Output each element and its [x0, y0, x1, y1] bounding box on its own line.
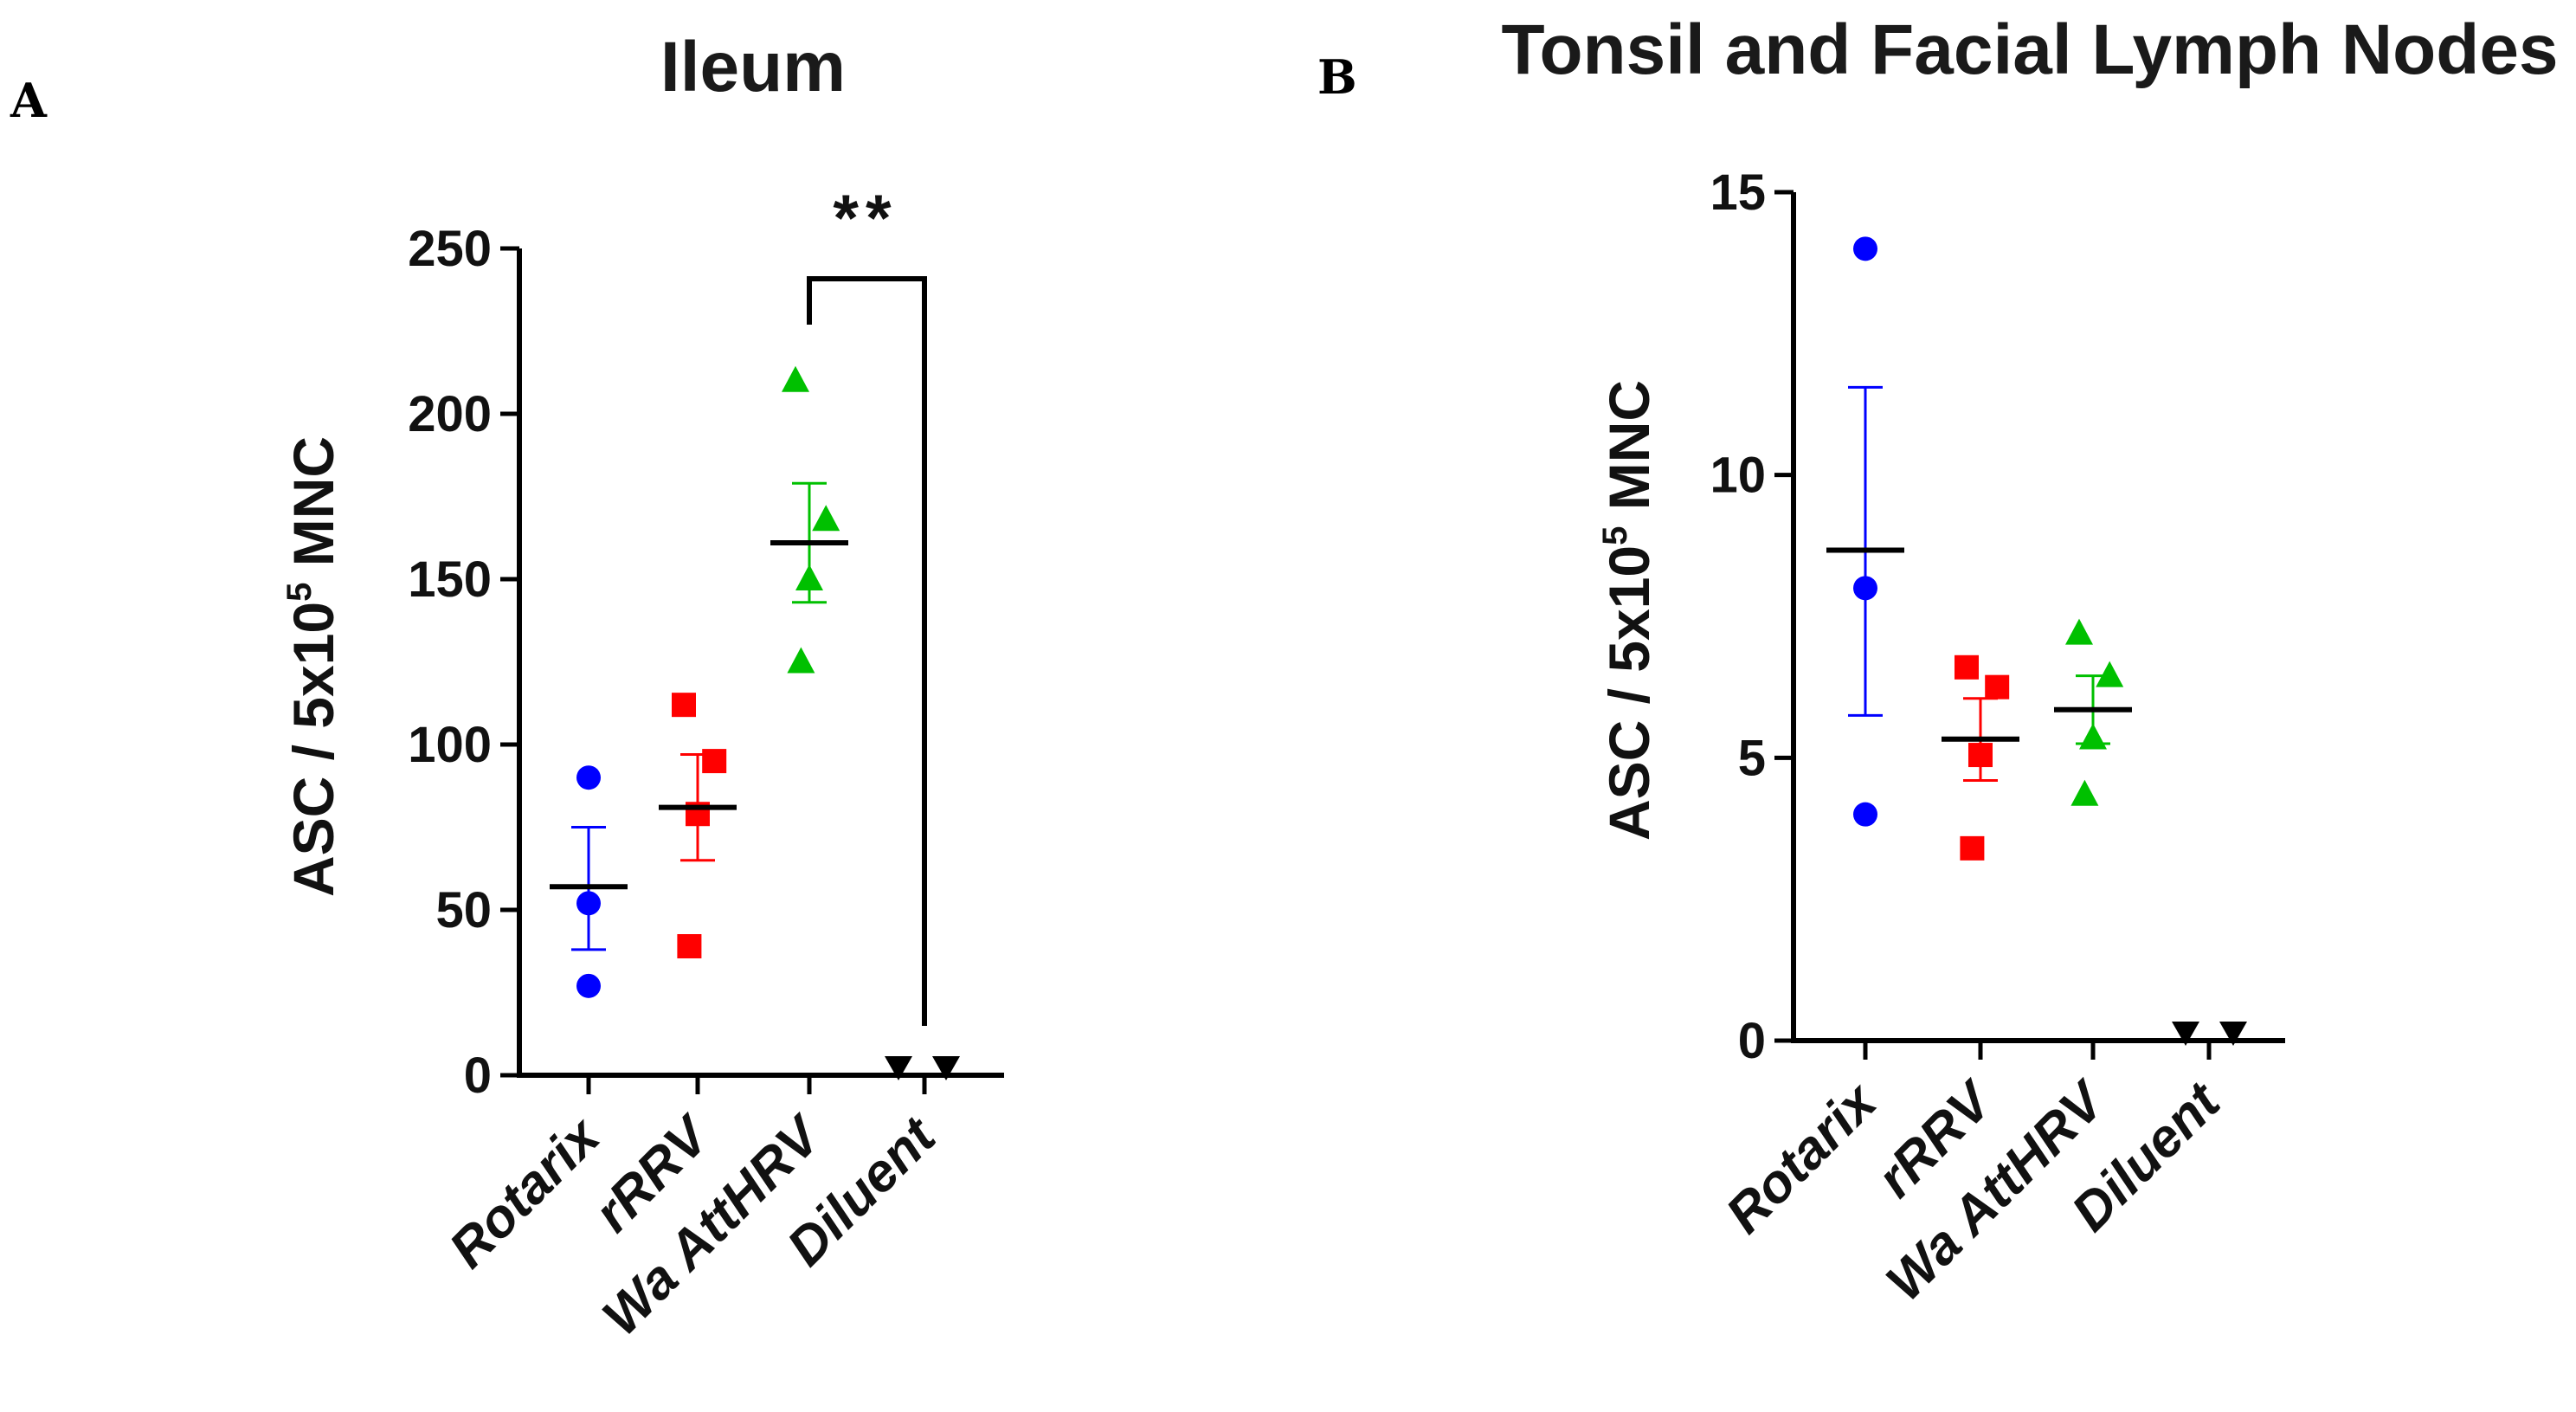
y-tick-label: 0: [1738, 1013, 1766, 1069]
y-tick-label: 15: [1710, 164, 1766, 221]
data-point: [672, 693, 696, 718]
y-tick-label: 250: [408, 221, 492, 277]
chart-title-a: Ileum: [660, 28, 846, 106]
x-tick-label: Rotarix: [1715, 1070, 1890, 1245]
data-point: [2079, 723, 2107, 750]
y-tick-label: 150: [408, 551, 492, 608]
panel-letter-b: B: [1317, 49, 1357, 105]
y-tick-label: 100: [408, 717, 492, 773]
y-tick-label: 200: [408, 386, 492, 442]
y-axis-title-sup: 5: [280, 583, 319, 602]
data-point: [2070, 779, 2099, 806]
data-point: [2065, 618, 2093, 645]
series-wa-atthrv: [2054, 618, 2132, 806]
y-axis-title-sup: 5: [1596, 526, 1634, 545]
data-point: [885, 1056, 912, 1080]
significance-bracket: [807, 276, 927, 1026]
series-rotarix: [550, 765, 628, 998]
y-axis-title-suffix: MNC: [1597, 380, 1661, 526]
data-point: [1960, 835, 1985, 861]
data-point: [702, 749, 727, 774]
panel-letter-a: A: [10, 73, 48, 128]
y-axis-title-text: ASC / 5x10: [1597, 545, 1661, 841]
data-point: [932, 1056, 960, 1080]
series-rrrv: [1942, 654, 2019, 861]
series-diluent: [2172, 1022, 2247, 1046]
x-tick-label: Rotarix: [438, 1105, 613, 1280]
data-point: [576, 891, 601, 916]
data-point: [795, 564, 823, 590]
data-point: [1853, 802, 1877, 827]
data-point: [2096, 661, 2124, 687]
data-point: [2219, 1022, 2247, 1046]
data-point: [576, 973, 601, 998]
y-tick-label: 5: [1738, 730, 1766, 786]
data-point: [677, 934, 702, 959]
data-point: [1853, 236, 1877, 261]
data-point: [812, 505, 840, 532]
series-diluent: [885, 1056, 960, 1080]
data-point: [1853, 576, 1877, 601]
y-axis-title-text: ASC / 5x10: [281, 602, 345, 897]
data-point: [1955, 654, 1979, 680]
data-point: [787, 647, 815, 674]
y-tick-label: 0: [464, 1048, 492, 1104]
panel-b: B Tonsil and Facial Lymph Nodes 0 5 10 15 Ro…: [1317, 10, 2559, 1312]
series-rotarix: [1826, 236, 1904, 827]
data-point: [576, 765, 601, 790]
data-point: [1985, 674, 2010, 700]
y-axis-title-suffix: MNC: [281, 436, 345, 583]
significance-label: **: [833, 182, 898, 255]
data-point: [2172, 1022, 2199, 1046]
data-point: [782, 365, 809, 392]
series-rrrv: [659, 693, 737, 959]
data-point: [1968, 743, 1993, 768]
y-tick-label: 50: [435, 882, 492, 938]
chart-title-b: Tonsil and Facial Lymph Nodes: [1501, 10, 2558, 89]
y-axis-title: ASC / 5x105 MNC: [280, 436, 345, 897]
y-tick-label: 10: [1710, 448, 1766, 504]
series-wa-atthrv: [770, 365, 848, 674]
y-axis-title: ASC / 5x105 MNC: [1596, 380, 1661, 841]
